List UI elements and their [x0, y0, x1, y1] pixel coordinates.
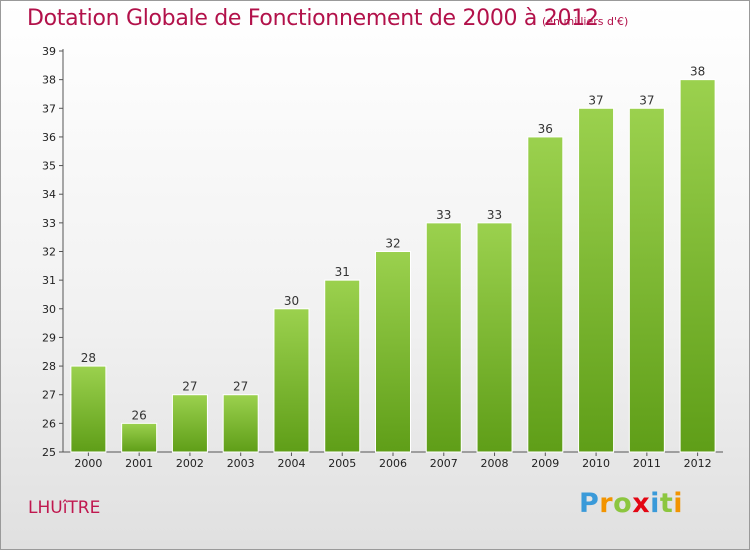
x-tick-label: 2011 — [633, 457, 661, 470]
bar-2001 — [121, 422, 158, 453]
data-label-2003: 27 — [233, 380, 248, 394]
logo-letter: o — [613, 488, 633, 519]
data-label-2000: 28 — [81, 351, 96, 365]
logo-letter: r — [599, 488, 614, 519]
y-tick-label: 33 — [42, 217, 56, 230]
data-label-2008: 33 — [487, 208, 502, 222]
y-tick-label: 26 — [42, 417, 56, 430]
y-tick-label: 27 — [42, 389, 56, 402]
bar-2000 — [70, 365, 107, 453]
logo-letter: i — [650, 488, 660, 519]
bar-2012 — [679, 79, 716, 453]
logo-letter: t — [659, 488, 674, 519]
chart-unit: (en milliers d'€) — [542, 15, 629, 28]
x-tick-label: 2005 — [328, 457, 356, 470]
bar-2002 — [171, 394, 208, 453]
y-tick-label: 32 — [42, 246, 56, 259]
chart-data-labels: 28 26 27 27 30 31 32 33 33 36 37 37 38 — [81, 65, 706, 423]
y-tick-label: 37 — [42, 102, 56, 115]
logo-letter: i — [673, 488, 684, 519]
commune-name: LHUîTRE — [28, 498, 101, 518]
data-label-2006: 32 — [385, 237, 400, 251]
chart-bars — [70, 79, 716, 453]
x-tick-label: 2007 — [430, 457, 458, 470]
data-label-2007: 33 — [436, 208, 451, 222]
y-tick-label: 28 — [42, 360, 56, 373]
bar-2008 — [476, 222, 513, 453]
y-tick-label: 31 — [42, 274, 56, 287]
chart-title: Dotation Globale de Fonctionnement de 20… — [27, 6, 599, 31]
x-tick-label: 2010 — [582, 457, 610, 470]
proxiti-logo: Proxiti — [579, 488, 683, 519]
y-tick-label: 29 — [42, 331, 56, 344]
x-tick-label: 2008 — [481, 457, 509, 470]
y-tick-label: 35 — [42, 160, 56, 173]
chart-axes: 25 26 27 28 29 30 31 32 33 34 35 36 37 38 39 2000 2001 20… — [42, 45, 723, 470]
x-tick-label: 2004 — [277, 457, 305, 470]
bar-2005 — [324, 279, 361, 453]
data-label-2005: 31 — [335, 265, 350, 279]
bar-2009 — [527, 136, 564, 453]
x-tick-label: 2012 — [684, 457, 712, 470]
y-tick-label: 39 — [42, 45, 56, 58]
y-tick-label: 30 — [42, 303, 56, 316]
data-label-2010: 37 — [588, 93, 603, 107]
bar-2003 — [222, 394, 259, 453]
y-tick-label: 34 — [42, 188, 56, 201]
logo-letter: P — [579, 488, 600, 519]
x-tick-label: 2009 — [531, 457, 559, 470]
data-label-2001: 26 — [132, 408, 147, 422]
data-label-2002: 27 — [182, 380, 197, 394]
y-tick-label: 25 — [42, 446, 56, 459]
data-label-2009: 36 — [538, 122, 553, 136]
data-label-2011: 37 — [639, 93, 654, 107]
data-label-2012: 38 — [690, 65, 705, 79]
bar-2004 — [273, 308, 310, 453]
x-tick-label: 2000 — [74, 457, 102, 470]
x-tick-label: 2002 — [176, 457, 204, 470]
y-tick-label: 38 — [42, 74, 56, 87]
x-tick-label: 2001 — [125, 457, 153, 470]
logo-letter: x — [632, 488, 651, 519]
bar-2011 — [628, 107, 665, 453]
bar-2006 — [375, 251, 411, 453]
bar-2007 — [425, 222, 462, 453]
data-label-2004: 30 — [284, 294, 299, 308]
x-tick-label: 2006 — [379, 457, 407, 470]
bar-2010 — [578, 107, 615, 453]
x-tick-label: 2003 — [227, 457, 255, 470]
y-tick-label: 36 — [42, 131, 56, 144]
